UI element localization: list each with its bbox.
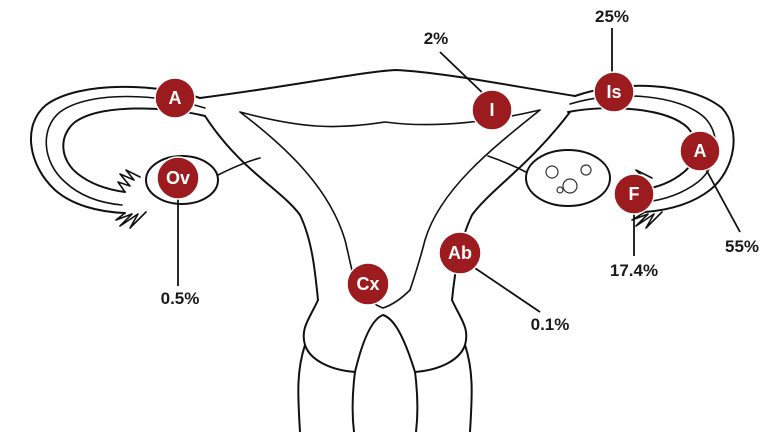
- pct-fimbria: 17.4%: [610, 261, 658, 280]
- leader-abdominal: [465, 261, 541, 313]
- vagina-outline: [297, 344, 473, 432]
- svg-text:Cx: Cx: [356, 274, 379, 294]
- svg-text:A: A: [169, 88, 182, 108]
- uterus-fundus-outline: [199, 69, 576, 99]
- pct-ovary: 0.5%: [161, 289, 200, 308]
- marker-ampulla-left: A: [154, 77, 196, 119]
- svg-text:Is: Is: [606, 82, 621, 102]
- cervix-outline: [302, 299, 468, 373]
- marker-fimbria: F: [613, 173, 655, 215]
- right-ovary-follicles: [545, 164, 592, 194]
- marker-cervix: Cx: [346, 262, 390, 306]
- svg-text:I: I: [489, 100, 494, 120]
- left-ovary: [145, 155, 219, 205]
- pct-interstitial: 2%: [424, 29, 449, 48]
- right-ovary: [525, 149, 611, 207]
- right-tube-outer: [574, 84, 735, 213]
- leader-ampulla-right: [701, 161, 741, 233]
- left-tube-outer: [30, 85, 201, 214]
- leader-interstitial: [439, 51, 491, 101]
- left-tube-inner-b: [62, 107, 206, 193]
- svg-text:Ab: Ab: [448, 243, 472, 263]
- svg-text:F: F: [629, 184, 640, 204]
- left-ovarian-ligament: [217, 157, 261, 176]
- marker-ampulla-right: A: [679, 130, 721, 172]
- marker-abdominal: Ab: [438, 231, 482, 275]
- marker-ovary: Ov: [156, 156, 200, 200]
- marker-isthmus: Is: [593, 71, 635, 113]
- svg-text:A: A: [694, 141, 707, 161]
- left-fimbriae: [115, 169, 147, 229]
- svg-text:Ov: Ov: [166, 168, 190, 188]
- right-ovarian-ligament: [487, 155, 527, 173]
- pct-ampulla-right: 55%: [725, 237, 759, 256]
- pct-abdominal: 0.1%: [531, 315, 570, 334]
- left-tube-inner-a: [45, 95, 206, 206]
- marker-interstitial: I: [471, 89, 513, 131]
- uterus-left-wall: [204, 115, 319, 301]
- pct-isthmus: 25%: [595, 7, 629, 26]
